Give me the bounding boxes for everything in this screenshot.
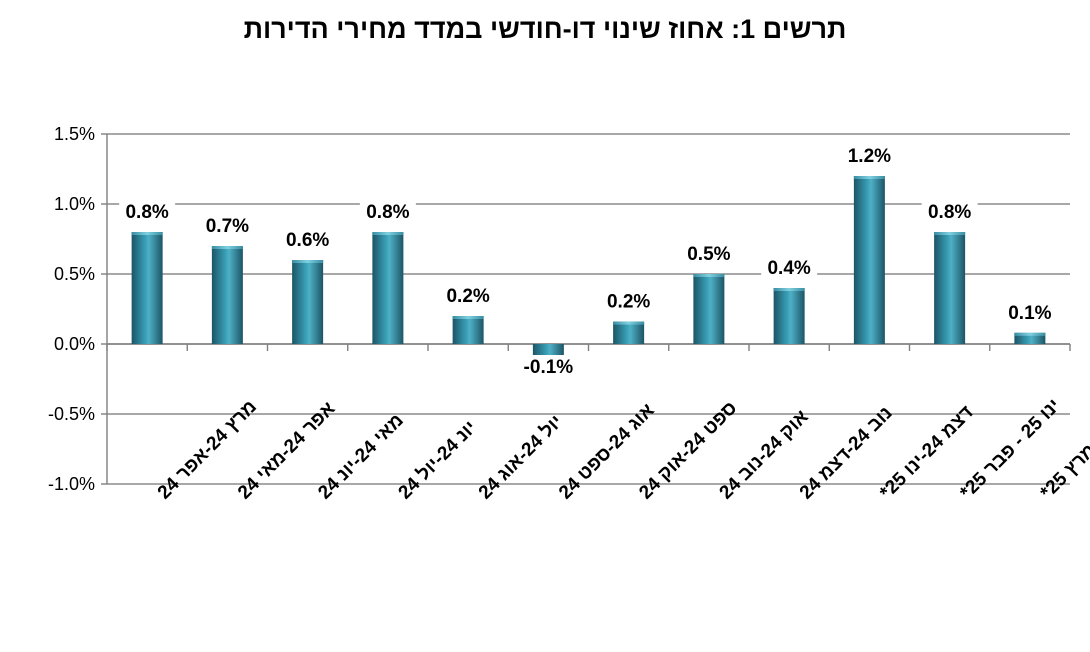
data-label-bg	[359, 200, 416, 224]
data-label: 0.6%	[286, 230, 329, 251]
data-label: 0.2%	[446, 286, 489, 307]
x-tick-label: יונ 24-יול 24	[395, 417, 481, 503]
data-label-bg	[520, 355, 577, 379]
data-label: 0.7%	[206, 216, 249, 237]
data-label-bg	[600, 289, 657, 314]
data-label-bg	[119, 200, 176, 224]
bar-cap	[211, 246, 243, 249]
bar-cap	[613, 321, 645, 325]
bar-cap	[853, 176, 885, 179]
y-tick-label: 0.5%	[54, 264, 95, 284]
x-tick-label: יול 24-אוג 24	[475, 411, 567, 503]
y-tick-label: 1.0%	[54, 194, 95, 214]
gridlines	[107, 133, 1070, 485]
y-tick-label: 0.0%	[54, 334, 95, 354]
bars	[131, 176, 1046, 358]
y-tick-label: 1.5%	[54, 124, 95, 144]
bar	[532, 344, 564, 358]
data-label: 0.4%	[767, 258, 810, 279]
data-label-bg	[761, 256, 818, 280]
data-label: 0.2%	[607, 292, 650, 313]
data-label-bg	[841, 144, 898, 168]
bar	[292, 260, 324, 344]
bar	[372, 232, 404, 344]
bar-cap	[773, 288, 805, 291]
bar	[452, 316, 484, 344]
bar-cap	[452, 316, 484, 319]
bar	[773, 288, 805, 344]
bar	[693, 274, 725, 344]
bar	[853, 176, 885, 344]
data-label: 1.2%	[848, 146, 891, 167]
y-tick-label: -1.0%	[48, 474, 95, 494]
data-label: 0.8%	[366, 202, 409, 223]
bar	[1014, 332, 1046, 344]
data-label-bg	[1001, 300, 1058, 325]
data-label-bg	[921, 200, 978, 224]
data-label: 0.8%	[928, 202, 971, 223]
data-labels: 0.8% 0.7% 0.6% 0.8% 0.2% -0.1% 0.2% 0.5% 0.4% 1.2…	[119, 144, 1058, 379]
bar-cap	[934, 232, 966, 235]
bar-cap	[131, 232, 163, 235]
bar-cap	[1014, 332, 1046, 336]
bar-cap	[372, 232, 404, 235]
y-tick-label: -0.5%	[48, 404, 95, 424]
bar-cap	[292, 260, 324, 263]
bar	[934, 232, 966, 344]
chart-title: תרשים 1: אחוז שינוי דו-חודשי במדד מחירי …	[243, 14, 847, 44]
data-label: 0.1%	[1008, 303, 1051, 324]
data-label-bg	[199, 214, 256, 238]
bar	[613, 321, 645, 344]
axes: 1.5% 1.0% 0.5% 0.0% -0.5% -1.0%	[48, 124, 1071, 494]
data-label: 0.8%	[125, 202, 168, 223]
data-label: -0.1%	[524, 357, 574, 378]
bar-cap	[693, 274, 725, 277]
data-label: 0.5%	[687, 244, 730, 265]
bar	[211, 246, 243, 344]
data-label-bg	[440, 284, 497, 308]
bar	[131, 232, 163, 344]
data-label-bg	[279, 228, 336, 252]
data-label-bg	[680, 242, 737, 266]
